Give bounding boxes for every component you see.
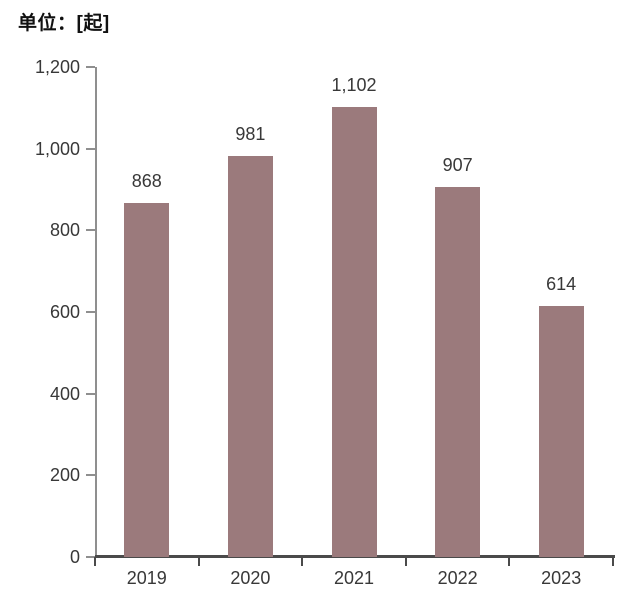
bar-value-label: 907 [442,154,473,175]
bar-value-label: 981 [235,124,266,145]
y-tick-label: 1,000 [34,138,80,159]
y-tick-label: 800 [49,220,80,241]
x-tick-label: 2019 [126,568,167,588]
y-tick-label: 1,200 [34,57,80,77]
y-tick [86,66,95,68]
bar [538,306,584,557]
x-tick [197,557,200,566]
y-tick-label: 400 [49,383,80,404]
bar [435,186,481,557]
bar [227,156,273,557]
y-tick [86,147,95,150]
x-tick [612,557,614,566]
chart-title: 单位：[起] [18,13,110,34]
bar-value-label: 1,102 [331,75,377,96]
y-tick [86,474,95,477]
bar-value-label: 614 [546,274,577,295]
y-tick-label: 200 [49,465,80,486]
y-axis-line [95,67,97,557]
x-tick-label: 2023 [541,568,582,588]
y-tick-label: 0 [69,547,80,567]
bar-value-label: 868 [131,170,162,191]
bar [124,202,170,557]
y-tick [86,229,95,232]
y-tick [86,392,95,395]
x-tick-label: 2021 [333,568,375,588]
bar [331,107,377,557]
x-tick [301,557,304,566]
x-tick [404,557,407,566]
y-tick-label: 600 [49,302,80,322]
x-tick-label: 2022 [437,568,478,588]
y-tick [86,556,95,558]
y-tick [86,311,95,313]
x-tick [94,557,96,566]
x-tick [508,557,511,566]
x-tick-label: 2020 [230,568,271,588]
